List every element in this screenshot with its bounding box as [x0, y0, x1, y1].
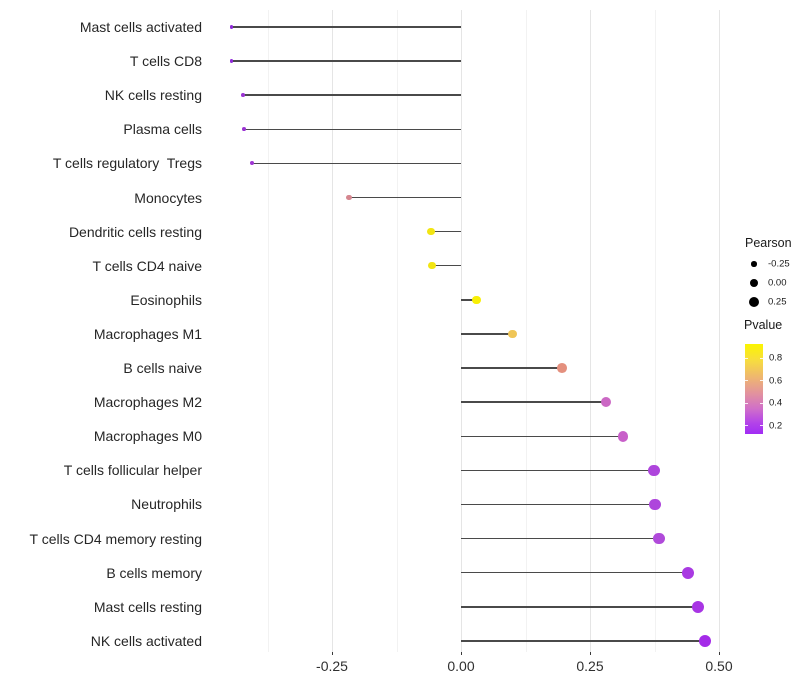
- color-legend-tick-label: 0.6: [769, 375, 783, 387]
- x-axis-tick: [718, 652, 720, 655]
- lollipop-dot: [250, 161, 255, 166]
- y-axis-label: Eosinophils: [130, 291, 202, 308]
- x-axis-tick: [460, 652, 462, 655]
- y-axis-label: Mast cells resting: [93, 598, 202, 615]
- size-legend-dot: [750, 279, 758, 287]
- lollipop-stem: [231, 60, 461, 62]
- lollipop-stem: [244, 128, 461, 131]
- lollipop-stem: [461, 401, 606, 403]
- lollipop-stem: [461, 640, 706, 642]
- x-axis-tick: [331, 652, 333, 655]
- gridline-major: [719, 10, 720, 652]
- plot-panel: [208, 10, 729, 652]
- y-axis-label: T cells CD8: [129, 53, 202, 70]
- lollipop-dot: [653, 532, 665, 545]
- y-axis-label: Plasma cells: [123, 121, 202, 138]
- lollipop-stem: [231, 26, 461, 28]
- lollipop-stem: [461, 469, 654, 472]
- lollipop-dot: [698, 634, 712, 648]
- lollipop-stem: [461, 503, 656, 506]
- color-legend-tick-label: 0.8: [769, 352, 783, 364]
- gridline-major: [461, 10, 462, 652]
- color-legend-tick-label: 0.4: [769, 397, 783, 409]
- y-axis-label: T cells regulatory Tregs: [52, 155, 202, 172]
- color-legend-tick-right: [760, 357, 763, 359]
- lollipop-dot: [557, 363, 568, 373]
- color-legend-tick-right: [760, 402, 763, 404]
- x-axis-tick-label: 0.50: [705, 658, 733, 674]
- gradient-bar: [745, 344, 763, 434]
- y-axis-label: B cells memory: [106, 564, 202, 581]
- lollipop-dot: [649, 498, 661, 511]
- size-legend-label: -0.25: [768, 258, 790, 270]
- y-axis-label: Macrophages M1: [93, 325, 202, 342]
- y-axis-label: B cells naive: [123, 360, 202, 377]
- lollipop-stem: [461, 299, 477, 301]
- size-legend-label: 0.00: [768, 277, 787, 289]
- lollipop-stem: [431, 230, 461, 233]
- color-legend-tick-right: [760, 380, 763, 382]
- size-legend-dot: [748, 296, 760, 308]
- lollipop-stem: [461, 571, 689, 574]
- gridline-minor: [654, 10, 656, 652]
- lollipop-stem: [461, 333, 513, 335]
- color-legend-tick-label: 0.2: [769, 420, 783, 432]
- lollipop-dot: [472, 295, 481, 304]
- lollipop-stem: [242, 94, 461, 96]
- color-legend-tick-left: [745, 357, 748, 359]
- lollipop-dot: [242, 127, 247, 132]
- lollipop-stem: [461, 435, 624, 437]
- legend: Pearson -0.25 0.00 0.25 Pvalue 0.8 0.6 0.4 0.…: [738, 236, 800, 476]
- color-legend-tick-left: [745, 425, 748, 427]
- color-legend-title: Pvalue: [744, 318, 783, 332]
- x-axis-tick-label: -0.25: [316, 658, 348, 674]
- y-axis-label: Dendritic cells resting: [68, 223, 202, 240]
- size-legend-dot: [751, 261, 757, 267]
- gridline-minor: [267, 10, 269, 652]
- color-legend-tick-left: [745, 402, 748, 404]
- size-legend-label: 0.25: [768, 296, 787, 308]
- lollipop-dot: [681, 566, 695, 579]
- lollipop-dot: [229, 59, 234, 63]
- lollipop-dot: [428, 262, 436, 270]
- y-axis-label: T cells CD4 memory resting: [29, 530, 202, 547]
- gridline-major: [590, 10, 591, 652]
- y-axis-label: NK cells activated: [90, 632, 202, 649]
- lollipop-dot: [600, 396, 612, 408]
- lollipop-dot: [229, 25, 234, 29]
- lollipop-stem: [461, 606, 698, 608]
- size-legend-title: Pearson: [745, 236, 792, 250]
- x-axis-tick-label: 0.25: [576, 658, 604, 674]
- gridline-minor: [525, 10, 527, 652]
- lollipop-stem: [432, 264, 461, 267]
- lollipop-dot: [691, 600, 704, 613]
- y-axis-label: Macrophages M2: [93, 394, 202, 411]
- color-legend-tick-right: [760, 425, 763, 427]
- lollipop-dot: [240, 93, 245, 98]
- lollipop-dot: [346, 194, 352, 201]
- lollipop-dot: [648, 464, 660, 477]
- y-axis-label: NK cells resting: [104, 87, 202, 104]
- lollipop-stem: [349, 196, 461, 199]
- x-axis-tick: [589, 652, 591, 655]
- lollipop-stem: [461, 367, 563, 369]
- gridline-minor: [396, 10, 398, 652]
- lollipop-dot: [507, 329, 517, 339]
- y-axis-label: Mast cells activated: [79, 19, 202, 35]
- gridline-major: [332, 10, 333, 652]
- lollipop-stem: [252, 162, 461, 165]
- color-legend-tick-left: [745, 380, 748, 382]
- x-axis-tick-label: 0.00: [447, 658, 475, 674]
- y-axis-label: T cells CD4 naive: [92, 257, 202, 274]
- y-axis-label: Neutrophils: [131, 496, 202, 513]
- lollipop-dot: [617, 430, 629, 442]
- y-axis-label: Macrophages M0: [93, 428, 202, 445]
- lollipop-dot: [427, 227, 435, 236]
- y-axis-label: T cells follicular helper: [63, 462, 202, 479]
- y-axis-labels: Mast cells activated T cells CD8 NK cells …: [0, 0, 202, 700]
- y-axis-label: Monocytes: [134, 189, 202, 206]
- lollipop-stem: [461, 537, 660, 540]
